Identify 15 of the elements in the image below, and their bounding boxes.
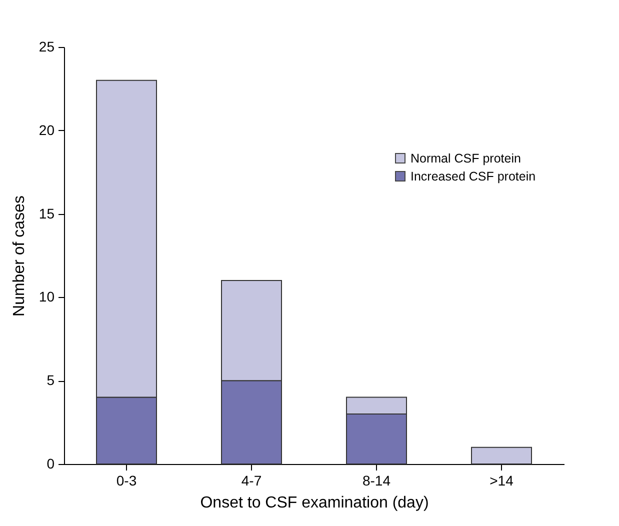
x-tick-label: 8-14 [362,472,391,488]
x-axis-title: Onset to CSF examination (day) [200,494,429,512]
y-axis-title: Number of cases [10,196,28,316]
legend-label: Increased CSF protein [410,169,536,184]
y-tick-label: 20 [38,122,55,138]
y-tick-label: 25 [38,38,55,54]
y-tick-label: 15 [38,205,55,222]
y-tick-label: 10 [38,288,55,305]
y-tick-label: 5 [46,372,55,388]
x-tick-label: >14 [490,472,514,488]
x-tick-label: 4-7 [241,472,262,488]
x-tick-label: 0-3 [116,472,137,488]
legend-label: Normal CSF protein [410,151,521,166]
y-tick-label: 0 [46,456,55,472]
bar [471,446,532,464]
